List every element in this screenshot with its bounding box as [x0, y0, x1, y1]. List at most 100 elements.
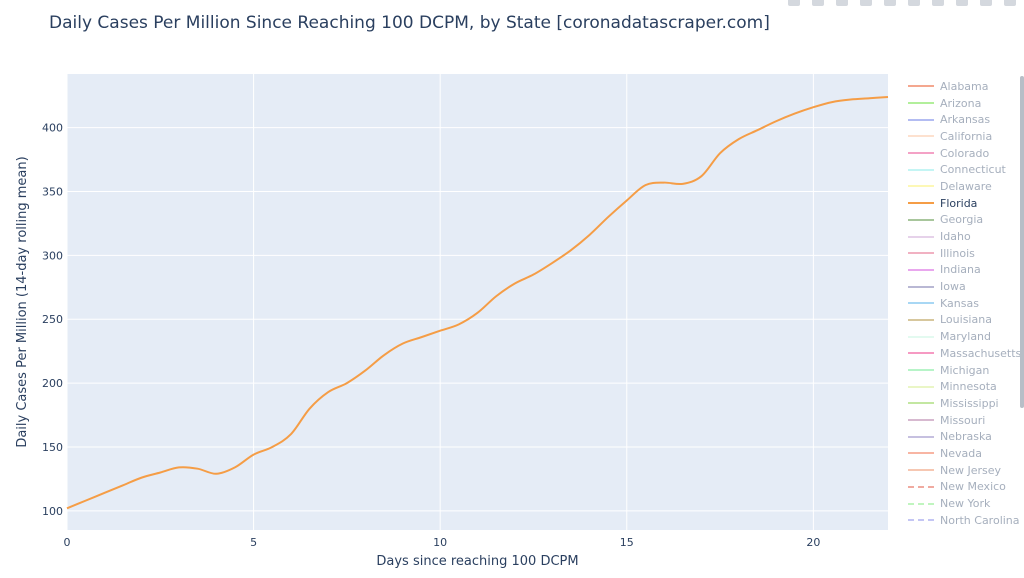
y-tick-label: 350	[42, 186, 63, 199]
legend-label: New York	[940, 497, 991, 511]
legend-item-connecticut[interactable]: Connecticut	[906, 161, 1022, 178]
legend-label: Arizona	[940, 96, 982, 110]
lasso-select-icon[interactable]	[884, 0, 896, 6]
legend-item-new-york[interactable]: New York	[906, 495, 1022, 512]
legend-label: Idaho	[940, 230, 971, 244]
legend-swatch	[908, 198, 934, 208]
y-tick-label: 300	[42, 249, 63, 262]
legend-label: Nebraska	[940, 430, 992, 444]
legend-swatch	[908, 232, 934, 242]
legend-label: Nevada	[940, 446, 982, 460]
plot-area	[67, 74, 888, 530]
legend-item-missouri[interactable]: Missouri	[906, 412, 1022, 429]
legend-item-louisiana[interactable]: Louisiana	[906, 312, 1022, 329]
legend-label: Michigan	[940, 363, 990, 377]
legend-item-idaho[interactable]: Idaho	[906, 228, 1022, 245]
legend-label: California	[940, 129, 993, 143]
legend-item-maryland[interactable]: Maryland	[906, 328, 1022, 345]
legend-swatch	[908, 148, 934, 158]
legend-label: Minnesota	[940, 380, 997, 394]
legend-item-iowa[interactable]: Iowa	[906, 278, 1022, 295]
autoscale-icon[interactable]	[956, 0, 968, 6]
legend-item-arkansas[interactable]: Arkansas	[906, 111, 1022, 128]
legend-label: Connecticut	[940, 163, 1006, 177]
legend-item-alabama[interactable]: Alabama	[906, 78, 1022, 95]
reset-axes-icon[interactable]	[980, 0, 992, 6]
download-plot-icon[interactable]	[788, 0, 800, 6]
legend-item-new-jersey[interactable]: New Jersey	[906, 462, 1022, 479]
legend-swatch	[908, 482, 934, 492]
legend-swatch	[908, 131, 934, 141]
legend-swatch	[908, 98, 934, 108]
chart-title: Daily Cases Per Million Since Reaching 1…	[49, 13, 770, 33]
legend-swatch	[908, 382, 934, 392]
legend-swatch	[908, 265, 934, 275]
legend-label: Maryland	[940, 330, 992, 344]
zoom-icon[interactable]	[812, 0, 824, 6]
legend-swatch	[908, 248, 934, 258]
legend-swatch	[908, 332, 934, 342]
legend-item-mississippi[interactable]: Mississippi	[906, 395, 1022, 412]
legend-swatch	[908, 282, 934, 292]
box-select-icon[interactable]	[860, 0, 872, 6]
legend-item-north-carolina[interactable]: North Carolina	[906, 512, 1022, 529]
zoom-out-icon[interactable]	[932, 0, 944, 6]
legend-item-florida[interactable]: Florida	[906, 195, 1022, 212]
zoom-in-icon[interactable]	[908, 0, 920, 6]
series-line-florida	[66, 95, 889, 510]
y-tick-label: 100	[42, 505, 63, 518]
legend-label: Georgia	[940, 213, 984, 227]
legend-item-indiana[interactable]: Indiana	[906, 262, 1022, 279]
legend-label: Arkansas	[940, 113, 991, 127]
legend-swatch	[908, 298, 934, 308]
legend-label: Delaware	[940, 179, 992, 193]
legend-swatch	[908, 215, 934, 225]
legend-item-new-mexico[interactable]: New Mexico	[906, 479, 1022, 496]
legend-swatch	[908, 348, 934, 358]
legend-swatch	[908, 165, 934, 175]
legend-item-arizona[interactable]: Arizona	[906, 95, 1022, 112]
legend-label: Illinois	[940, 246, 975, 260]
legend-label: Kansas	[940, 296, 979, 310]
x-tick-label: 5	[250, 536, 257, 549]
legend-swatch	[908, 398, 934, 408]
x-tick-label: 10	[433, 536, 447, 549]
legend-label: North Carolina	[940, 513, 1020, 527]
x-tick-label: 15	[620, 536, 634, 549]
x-tick-label: 0	[64, 536, 71, 549]
legend-label: Colorado	[940, 146, 990, 160]
legend-label: Iowa	[940, 280, 966, 294]
legend-item-michigan[interactable]: Michigan	[906, 362, 1022, 379]
legend-item-colorado[interactable]: Colorado	[906, 145, 1022, 162]
legend-scrollbar[interactable]	[1020, 76, 1024, 408]
pan-icon[interactable]	[836, 0, 848, 6]
legend-swatch	[908, 365, 934, 375]
legend-item-minnesota[interactable]: Minnesota	[906, 378, 1022, 395]
legend-item-nevada[interactable]: Nevada	[906, 445, 1022, 462]
legend-label: Alabama	[940, 79, 989, 93]
legend-swatch	[908, 81, 934, 91]
legend-label: Mississippi	[940, 396, 999, 410]
y-tick-label: 400	[42, 122, 63, 135]
legend-item-nebraska[interactable]: Nebraska	[906, 428, 1022, 445]
legend-label: New Jersey	[940, 463, 1002, 477]
legend-item-california[interactable]: California	[906, 128, 1022, 145]
legend-label: Massachusetts	[940, 346, 1022, 360]
y-tick-label: 250	[42, 313, 63, 326]
legend-item-georgia[interactable]: Georgia	[906, 212, 1022, 229]
legend-swatch	[908, 315, 934, 325]
legend-swatch	[908, 515, 934, 525]
legend-item-delaware[interactable]: Delaware	[906, 178, 1022, 195]
legend-item-illinois[interactable]: Illinois	[906, 245, 1022, 262]
x-axis-label: Days since reaching 100 DCPM	[376, 554, 578, 569]
legend-swatch	[908, 181, 934, 191]
legend-swatch	[908, 499, 934, 509]
legend-swatch	[908, 432, 934, 442]
y-tick-label: 150	[42, 441, 63, 454]
legend-label: Louisiana	[940, 313, 992, 327]
plotly-logo-icon[interactable]	[1004, 0, 1016, 6]
legend-item-kansas[interactable]: Kansas	[906, 295, 1022, 312]
legend-item-massachusetts[interactable]: Massachusetts	[906, 345, 1022, 362]
legend-swatch	[908, 115, 934, 125]
